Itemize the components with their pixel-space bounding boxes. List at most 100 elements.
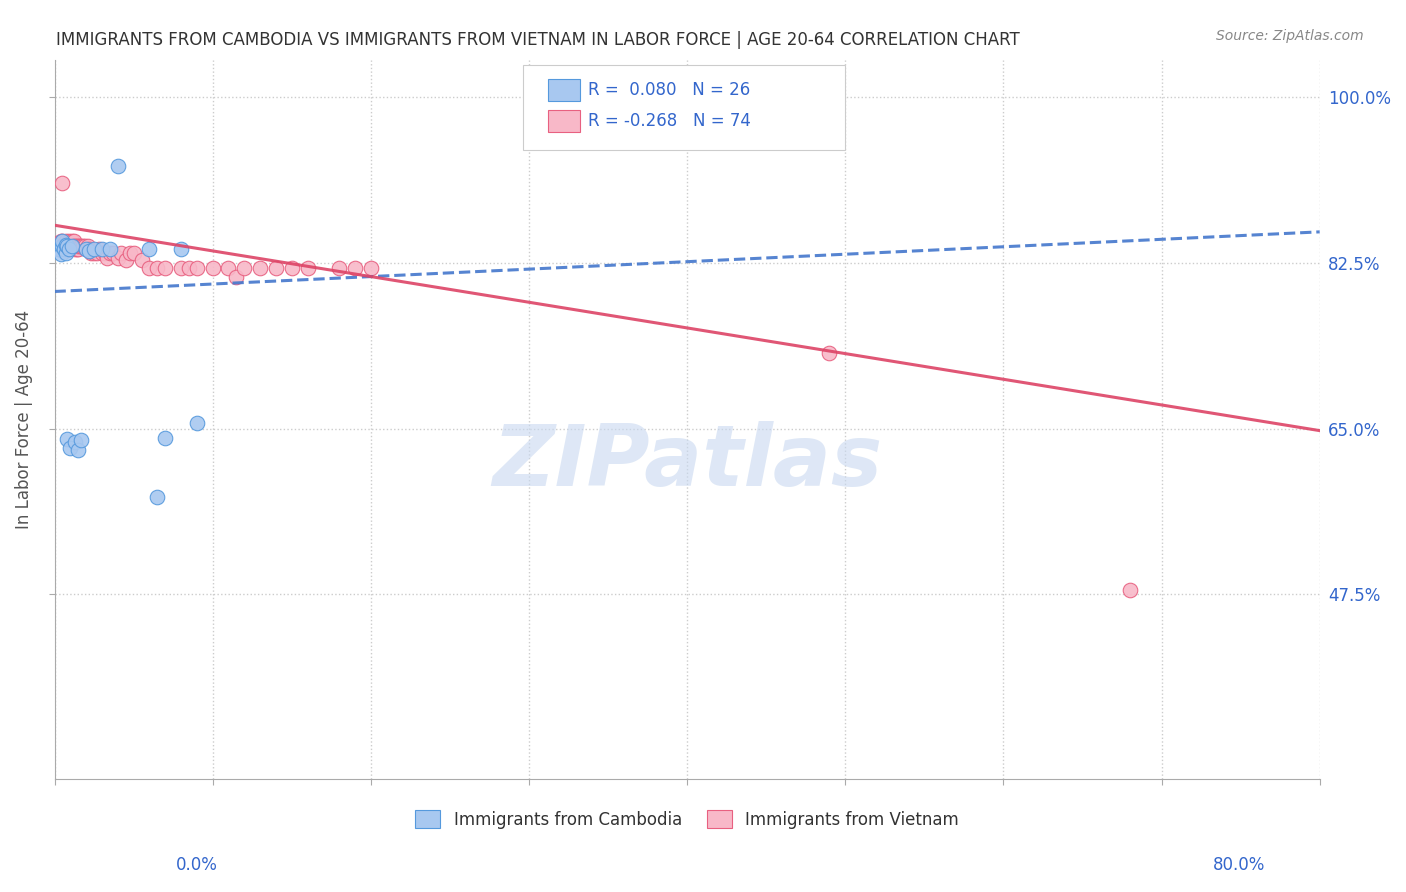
Point bbox=[218, 260, 240, 275]
Point bbox=[186, 416, 208, 430]
Point bbox=[59, 239, 82, 253]
Point bbox=[56, 242, 79, 256]
Point bbox=[53, 244, 76, 258]
Point bbox=[70, 239, 93, 253]
Point bbox=[53, 239, 76, 253]
Point bbox=[56, 237, 79, 252]
Point bbox=[343, 260, 366, 275]
Legend: Immigrants from Cambodia, Immigrants from Vietnam: Immigrants from Cambodia, Immigrants fro… bbox=[409, 804, 966, 835]
Point bbox=[155, 260, 177, 275]
Point bbox=[79, 242, 101, 256]
Point bbox=[155, 431, 177, 445]
Point bbox=[170, 242, 193, 256]
Point bbox=[280, 260, 302, 275]
Point bbox=[98, 242, 121, 256]
Point bbox=[53, 242, 76, 256]
Point bbox=[75, 242, 97, 256]
Point bbox=[1119, 582, 1142, 597]
Point bbox=[66, 239, 89, 253]
Point bbox=[91, 242, 114, 256]
Point bbox=[60, 239, 83, 253]
Point bbox=[55, 241, 77, 255]
Point bbox=[146, 260, 169, 275]
Point bbox=[58, 235, 80, 249]
Point bbox=[107, 159, 129, 173]
Point bbox=[55, 239, 77, 253]
Point bbox=[107, 252, 129, 266]
Point bbox=[49, 246, 72, 260]
Point bbox=[67, 442, 90, 457]
Point bbox=[146, 490, 169, 504]
Point bbox=[51, 176, 73, 190]
Point bbox=[91, 245, 114, 260]
Point bbox=[55, 245, 77, 260]
Y-axis label: In Labor Force | Age 20-64: In Labor Force | Age 20-64 bbox=[15, 310, 32, 529]
Point bbox=[80, 245, 103, 260]
Point bbox=[51, 235, 73, 249]
Point bbox=[360, 260, 382, 275]
Text: 80.0%: 80.0% bbox=[1213, 855, 1265, 873]
Point bbox=[49, 235, 72, 249]
Point bbox=[48, 242, 70, 256]
Point bbox=[51, 235, 73, 249]
Text: Source: ZipAtlas.com: Source: ZipAtlas.com bbox=[1216, 29, 1364, 43]
Point bbox=[53, 237, 76, 252]
Point bbox=[84, 244, 107, 258]
Point bbox=[110, 245, 132, 260]
Point bbox=[233, 260, 256, 275]
Point bbox=[58, 242, 80, 256]
Point bbox=[58, 242, 80, 256]
Point bbox=[79, 244, 101, 258]
Point bbox=[120, 245, 142, 260]
Point bbox=[73, 239, 96, 253]
Point bbox=[818, 346, 841, 360]
Point bbox=[62, 239, 84, 253]
Point bbox=[201, 260, 224, 275]
Point bbox=[59, 237, 82, 252]
Point bbox=[58, 239, 80, 253]
Point bbox=[63, 239, 86, 253]
Point bbox=[177, 260, 200, 275]
Point bbox=[51, 239, 73, 253]
Point bbox=[87, 242, 110, 256]
Point bbox=[59, 441, 82, 455]
Point bbox=[56, 432, 79, 446]
Point bbox=[101, 245, 124, 260]
Point bbox=[46, 236, 69, 251]
Point bbox=[67, 239, 90, 253]
Point bbox=[98, 245, 121, 260]
Point bbox=[297, 260, 319, 275]
Point bbox=[186, 260, 208, 275]
Point bbox=[138, 260, 160, 275]
FancyBboxPatch shape bbox=[523, 64, 845, 150]
Point bbox=[70, 433, 93, 447]
Point bbox=[138, 242, 160, 256]
Point bbox=[114, 253, 136, 268]
Point bbox=[51, 239, 73, 253]
Point bbox=[56, 239, 79, 253]
FancyBboxPatch shape bbox=[548, 79, 579, 101]
Point bbox=[264, 260, 287, 275]
Point bbox=[63, 242, 86, 256]
Text: IMMIGRANTS FROM CAMBODIA VS IMMIGRANTS FROM VIETNAM IN LABOR FORCE | AGE 20-64 C: IMMIGRANTS FROM CAMBODIA VS IMMIGRANTS F… bbox=[56, 31, 1019, 49]
Point bbox=[69, 239, 91, 253]
Point bbox=[249, 260, 271, 275]
Text: 0.0%: 0.0% bbox=[176, 855, 218, 873]
Point bbox=[225, 270, 247, 285]
Point bbox=[59, 242, 82, 256]
Text: R = -0.268   N = 74: R = -0.268 N = 74 bbox=[589, 112, 751, 129]
Point bbox=[72, 239, 94, 253]
Point bbox=[49, 237, 72, 252]
Point bbox=[131, 253, 153, 268]
Point bbox=[56, 239, 79, 253]
Point bbox=[66, 242, 89, 256]
Point bbox=[96, 252, 118, 266]
Point bbox=[62, 235, 84, 249]
Point bbox=[328, 260, 350, 275]
Point bbox=[63, 434, 86, 449]
Point bbox=[55, 235, 77, 249]
Point bbox=[83, 245, 105, 260]
Point bbox=[83, 242, 105, 256]
Point bbox=[86, 245, 108, 260]
Text: R =  0.080   N = 26: R = 0.080 N = 26 bbox=[589, 81, 751, 99]
